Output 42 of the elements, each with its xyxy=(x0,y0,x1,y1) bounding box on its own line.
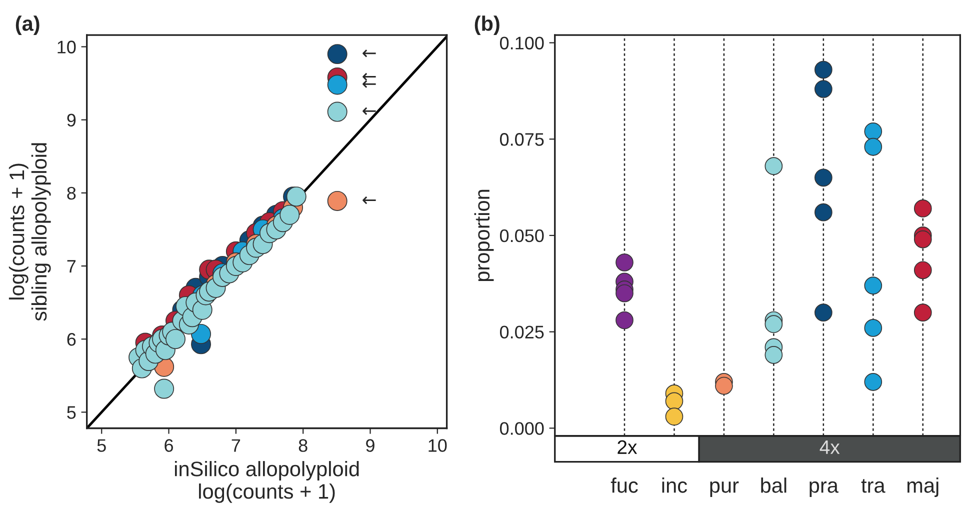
y-tick-label: 0.050 xyxy=(500,229,544,242)
y-tick-label: 0.025 xyxy=(500,326,544,339)
chart-title: (b) xyxy=(474,16,500,36)
y-tick-label: 5 xyxy=(67,406,76,419)
point xyxy=(327,102,348,122)
x-tick-label: pur xyxy=(710,481,739,497)
point xyxy=(154,378,174,399)
point xyxy=(166,329,186,350)
point xyxy=(327,74,348,95)
y-tick-label: 10 xyxy=(58,40,76,54)
x-tick-label: 8 xyxy=(298,439,308,452)
x-axis-title: inSilico allopolyploid log(counts + 1) xyxy=(174,461,359,503)
annotation: ← xyxy=(362,80,376,88)
y-tick-label: 0.100 xyxy=(500,36,544,50)
x-tick-label: bal xyxy=(761,478,786,493)
x-tick-label: 9 xyxy=(366,439,374,452)
text: 2x xyxy=(618,440,638,454)
y-axis-title: log(counts + 1) sibling allopolyploid xyxy=(8,143,51,321)
x-tick-label: 6 xyxy=(164,439,174,452)
x-tick-label: 7 xyxy=(232,439,240,452)
annotation: ← xyxy=(362,50,376,58)
chart-title: (a) xyxy=(16,16,40,36)
x-tick-label: fuc xyxy=(610,478,638,493)
x-tick-label: 10 xyxy=(428,439,447,452)
annotation: ← xyxy=(362,107,376,115)
annotation: ← xyxy=(362,196,376,204)
y-tick-label: 0.000 xyxy=(500,422,544,435)
y-tick-label: 7 xyxy=(67,260,76,273)
x-tick-label: maj xyxy=(907,478,938,497)
x-tick-label: 5 xyxy=(97,439,106,452)
point xyxy=(327,44,348,64)
y-tick-label: 9 xyxy=(67,114,76,127)
y-axis-title: proportion xyxy=(474,190,494,282)
x-tick-label: tra xyxy=(861,479,886,493)
x-tick-label: inc xyxy=(662,478,687,493)
y-tick-label: 8 xyxy=(67,186,76,200)
x-tick-label: pra xyxy=(810,481,838,497)
y-tick-label: 0.075 xyxy=(500,133,544,146)
point xyxy=(327,190,348,211)
y-tick-label: 6 xyxy=(67,333,76,346)
text: 4x xyxy=(820,440,840,454)
annotation: ← xyxy=(362,72,376,81)
